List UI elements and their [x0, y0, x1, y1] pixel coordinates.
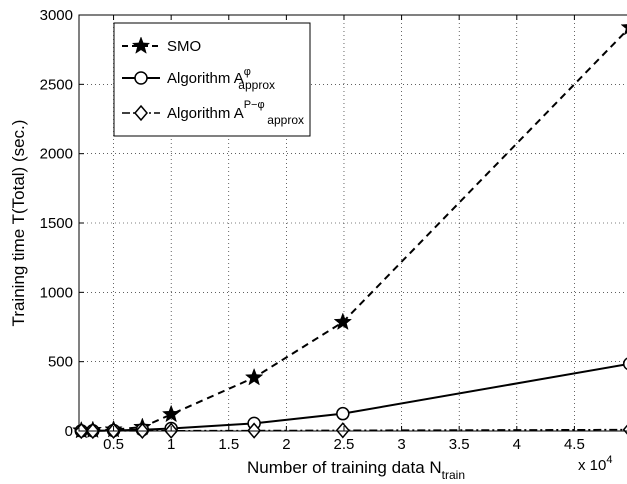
series-layer [72, 24, 627, 440]
axis-ticks [79, 14, 575, 432]
smo-point [620, 24, 627, 36]
x-axis-label: Number of training data Ntrain [247, 458, 465, 482]
legend-entry-algorithm-p-phi: Algorithm AP−φapprox [122, 99, 304, 127]
legend-label-algorithm-phi: Algorithm Aφ approx [167, 66, 275, 92]
smo-point [244, 367, 264, 386]
x-tick-label: 4.5 [564, 436, 585, 453]
x-axis-multiplier-exponent: 4 [606, 454, 612, 466]
y-tick-label: 500 [48, 354, 73, 371]
legend-label-algorithm-phi-main: Algorithm A [167, 70, 244, 87]
legend-label-algorithm-p-phi-main: Algorithm A [167, 105, 244, 122]
x-tick-label: 0.5 [103, 436, 124, 453]
x-tick-label: 3.5 [449, 436, 470, 453]
legend-entry-smo: SMO [122, 36, 201, 55]
legend-label-algorithm-p-phi-sub: approx [267, 113, 304, 127]
x-tick-label: 1.5 [218, 436, 239, 453]
legend-label-algorithm-phi-sup: φ [244, 66, 251, 78]
algorithm-phi-point [336, 406, 350, 421]
y-tick-label: 3000 [40, 7, 73, 24]
smo-point [333, 312, 353, 331]
x-axis-label-subscript: train [442, 468, 465, 482]
y-tick-label: 2000 [40, 146, 73, 163]
legend-circle-marker [134, 71, 148, 85]
smo-point [161, 404, 181, 423]
y-axis-label: Training time T(Total) (sec.) [9, 120, 28, 327]
legend-label-smo: SMO [167, 38, 201, 55]
x-axis-label-main: Number of training data N [247, 458, 442, 477]
legend-label-algorithm-p-phi-sup: P−φ [244, 99, 265, 111]
x-tick-label: 3 [397, 436, 405, 453]
algorithm-p-phi-point [622, 424, 627, 435]
legend-diamond-marker [134, 104, 148, 122]
x-tick-label: 2.5 [334, 436, 355, 453]
algorithm-p-phi-point [335, 422, 350, 439]
x-tick-label: 2 [282, 436, 290, 453]
legend-star-marker [131, 36, 151, 54]
y-tick-label: 1000 [40, 284, 73, 301]
legend: SMO Algorithm Aφ approx Algorithm AP−φapp… [113, 22, 311, 137]
x-axis-multiplier: x 104 [578, 454, 612, 474]
y-tick-label: 0 [65, 423, 73, 440]
tick-labels: 0.5 1 1.5 2 2.5 3 3.5 4 4.5 0 500 1000 1500 2000 2500 3… [40, 7, 585, 453]
x-tick-label: 4 [513, 436, 521, 453]
algorithm-phi-point [622, 357, 627, 370]
y-tick-label: 2500 [40, 76, 73, 93]
legend-label-algorithm-phi-sub: approx [238, 78, 275, 92]
x-axis-multiplier-base: x 10 [578, 457, 606, 474]
x-tick-label: 1 [167, 436, 175, 453]
y-tick-label: 1500 [40, 215, 73, 232]
legend-entry-algorithm-phi: Algorithm Aφ approx [122, 66, 275, 92]
legend-label-algorithm-p-phi: Algorithm AP−φapprox [167, 99, 304, 127]
